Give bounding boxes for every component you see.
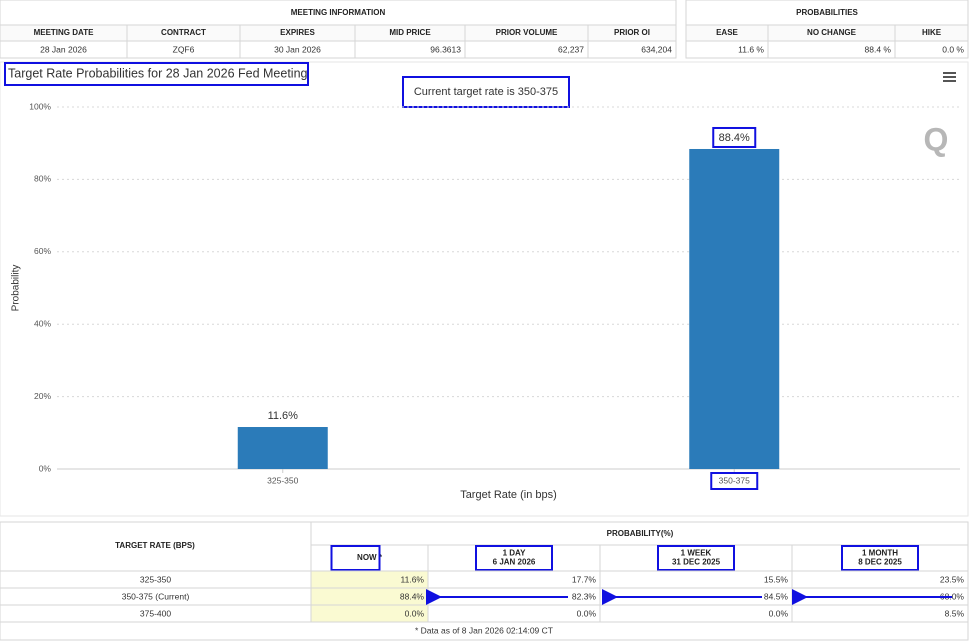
cell: 375-400 xyxy=(140,608,171,618)
column-header: 1 DAY xyxy=(503,549,526,558)
group-title: PROBABILITIES xyxy=(796,8,858,17)
data-label: 11.6% xyxy=(268,410,299,422)
column-header: EXPIRES xyxy=(280,28,315,37)
footnote: * Data as of 8 Jan 2026 02:14:09 CT xyxy=(415,625,553,635)
cell: 0.0% xyxy=(577,608,597,618)
highlight-box xyxy=(4,62,309,86)
column-header: 31 DEC 2025 xyxy=(672,558,721,567)
chart-panel xyxy=(0,61,969,517)
cell: 15.5% xyxy=(764,574,789,584)
cell: 84.5% xyxy=(764,591,789,601)
column-header: NOW * xyxy=(357,553,383,562)
y-tick-label: 60% xyxy=(34,246,51,256)
y-tick-label: 0% xyxy=(39,463,52,473)
column-header: MID PRICE xyxy=(389,28,431,37)
chart-title: Target Rate Probabilities for 28 Jan 202… xyxy=(8,66,308,80)
highlight-box xyxy=(402,76,570,108)
cell: 0.0% xyxy=(405,608,425,618)
cell-border xyxy=(791,544,969,572)
cell: 30 Jan 2026 xyxy=(274,44,321,54)
cell: 0.0% xyxy=(769,608,789,618)
cell: 28 Jan 2026 xyxy=(40,44,87,54)
cell: 96.3613 xyxy=(430,44,461,54)
cell-border xyxy=(427,604,601,623)
y-axis-label: Probability xyxy=(11,265,22,312)
highlight-box xyxy=(475,545,553,571)
column-header: 8 DEC 2025 xyxy=(858,558,902,567)
column-header: EASE xyxy=(716,28,738,37)
cell-border xyxy=(0,0,677,26)
highlight-box xyxy=(841,545,919,571)
group-title: PROBABILITY(%) xyxy=(607,529,674,538)
chart-subtitle: Current target rate is 350-375 xyxy=(414,86,558,98)
y-tick-label: 40% xyxy=(34,318,51,328)
cell: 325-350 xyxy=(140,574,171,584)
cell-border xyxy=(587,40,677,59)
column-header: CONTRACT xyxy=(161,28,206,37)
column-header: PRIOR OI xyxy=(614,28,650,37)
cell: 82.3% xyxy=(572,591,597,601)
y-tick-label: 20% xyxy=(34,391,51,401)
column-header: 1 WEEK xyxy=(681,549,712,558)
cell: 634,204 xyxy=(641,44,672,54)
cell-border xyxy=(0,621,969,641)
column-header: PRIOR VOLUME xyxy=(496,28,558,37)
highlight-box xyxy=(712,126,757,148)
bar xyxy=(689,148,780,469)
x-tick-label: 325-350 xyxy=(267,475,298,485)
cell: 88.4 % xyxy=(865,44,892,54)
cell: 350-375 (Current) xyxy=(122,591,190,601)
logo: Q xyxy=(924,121,949,157)
bar xyxy=(237,427,328,469)
column-header: NO CHANGE xyxy=(807,28,857,37)
column-header: 6 JAN 2026 xyxy=(493,558,536,567)
y-tick-label: 80% xyxy=(34,174,51,184)
cell-border xyxy=(894,40,969,59)
highlight-box xyxy=(330,545,381,571)
cell: 68.0% xyxy=(940,591,965,601)
cell: 62,237 xyxy=(558,44,584,54)
cell: ZQF6 xyxy=(173,44,195,54)
data-label: 88.4% xyxy=(719,132,750,144)
cell-border xyxy=(791,604,969,623)
column-header: HIKE xyxy=(922,28,942,37)
highlight-box xyxy=(657,545,735,571)
menu-icon[interactable] xyxy=(943,72,956,82)
cell: 0.0 % xyxy=(942,44,964,54)
cell: 11.6 % xyxy=(738,44,764,54)
cell: 88.4% xyxy=(400,591,425,601)
x-tick-label: 350-375 xyxy=(719,475,750,485)
cell: 23.5% xyxy=(940,574,965,584)
cell: 8.5% xyxy=(945,608,965,618)
highlight-box xyxy=(710,472,759,490)
y-tick-label: 100% xyxy=(29,101,51,111)
cell-border xyxy=(427,544,601,572)
cell-border xyxy=(0,521,312,572)
group-title: MEETING INFORMATION xyxy=(291,8,386,17)
column-header: MEETING DATE xyxy=(34,28,95,37)
column-header: TARGET RATE (BPS) xyxy=(115,541,195,550)
svg-text:Q: Q xyxy=(924,121,949,157)
cell-border xyxy=(599,604,793,623)
cell: 17.7% xyxy=(572,574,597,584)
column-header: 1 MONTH xyxy=(862,549,898,558)
cell: 11.6% xyxy=(401,574,425,584)
x-axis-label: Target Rate (in bps) xyxy=(460,489,557,501)
